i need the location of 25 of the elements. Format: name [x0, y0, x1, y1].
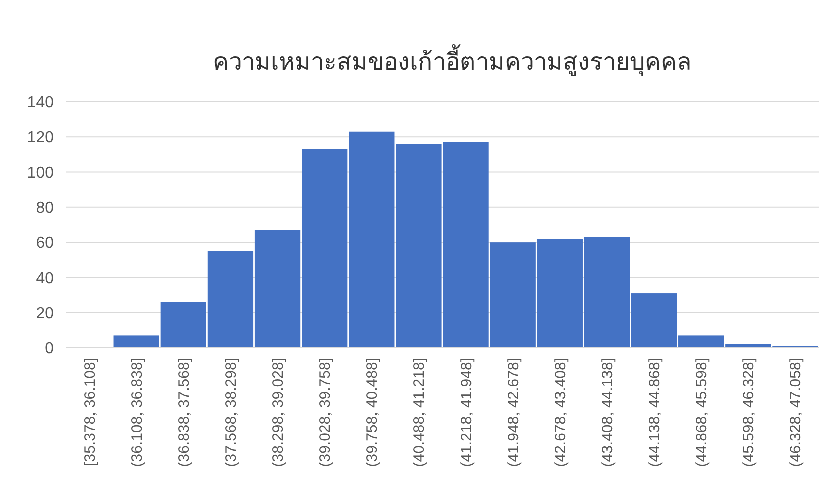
y-tick-label: 140	[27, 94, 54, 112]
x-tick-label: (44.868, 45.598]	[694, 358, 711, 468]
x-tick-label: (46.328, 47.058]	[788, 358, 805, 468]
y-tick-label: 100	[27, 164, 54, 182]
x-tick-label: (45.598, 46.328]	[740, 358, 758, 468]
y-tick-label: 40	[36, 270, 54, 288]
x-tick-label: (40.488, 41.218]	[411, 358, 428, 468]
x-tick-label: (41.948, 42.678]	[505, 358, 522, 468]
x-tick-label: (39.028, 39.758]	[317, 358, 334, 468]
y-tick-label: 0	[45, 340, 54, 358]
x-tick-label: (38.298, 39.028]	[270, 358, 288, 468]
y-tick-label: 80	[36, 200, 54, 218]
x-tick-label: (36.838, 37.568]	[176, 358, 193, 468]
x-tick-label: (37.568, 38.298]	[222, 358, 240, 468]
x-tick-label: (42.678, 43.408]	[552, 358, 570, 468]
chart-title: ความเหมาะสมของเก้าอี้ตามความสูงรายบุคคล	[213, 44, 692, 77]
x-tick-label: [35.378, 36.108]	[82, 358, 99, 466]
x-tick-label: (44.138, 44.868]	[646, 358, 664, 468]
y-tick-label: 20	[36, 305, 54, 322]
y-tick-label: 120	[27, 130, 54, 147]
x-tick-label: (43.408, 44.138]	[599, 358, 616, 468]
x-tick-label: (41.218, 41.948]	[458, 358, 476, 468]
y-tick-label: 60	[36, 235, 54, 252]
x-tick-label: (36.108, 36.838]	[128, 358, 146, 468]
x-tick-label: (39.758, 40.488]	[364, 358, 382, 468]
